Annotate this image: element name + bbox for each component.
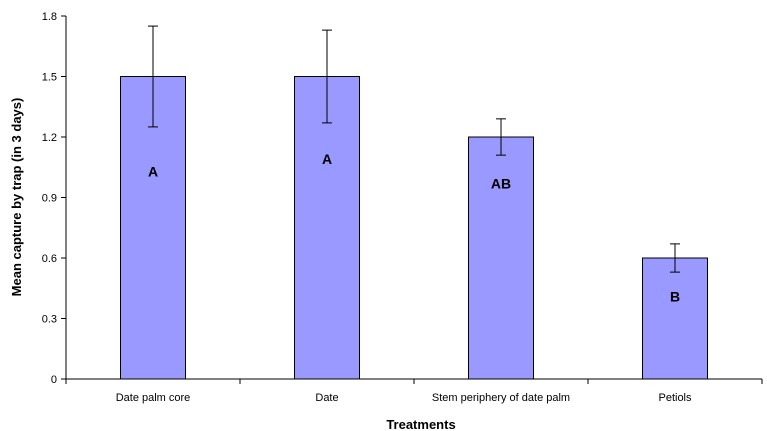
significance-letter: AB [491, 175, 511, 191]
y-tick-label: 1.5 [42, 72, 57, 84]
y-tick-label: 0.3 [42, 314, 57, 326]
significance-letter: A [322, 151, 332, 167]
x-tick-label: Stem periphery of date palm [432, 392, 570, 404]
significance-letter: B [670, 288, 680, 304]
y-tick-label: 1.8 [42, 11, 57, 23]
y-tick-label: 0.9 [42, 193, 57, 205]
bar [294, 76, 360, 380]
y-tick-label: 0 [51, 374, 57, 386]
y-tick-label: 0.6 [42, 253, 57, 265]
y-tick-labels: 0 0.3 0.6 0.9 1.2 1.5 1.8 [42, 11, 57, 386]
error-bars [148, 25, 680, 273]
y-tick-label: 1.2 [42, 132, 57, 144]
x-tick-label: Date [315, 392, 338, 404]
significance-letters: A A AB B [148, 151, 680, 304]
x-tick-labels: Date palm core Date Stem periphery of date… [116, 392, 692, 404]
significance-letter: A [148, 163, 158, 179]
x-tick-label: Petiols [658, 392, 692, 404]
bar [468, 136, 534, 380]
bar [642, 257, 708, 380]
x-axis-title: Treatments [386, 417, 455, 431]
y-axis-title: Mean capture by trap (in 3 days) [9, 98, 24, 297]
x-tick-label: Date palm core [116, 392, 191, 404]
bars [120, 76, 708, 380]
